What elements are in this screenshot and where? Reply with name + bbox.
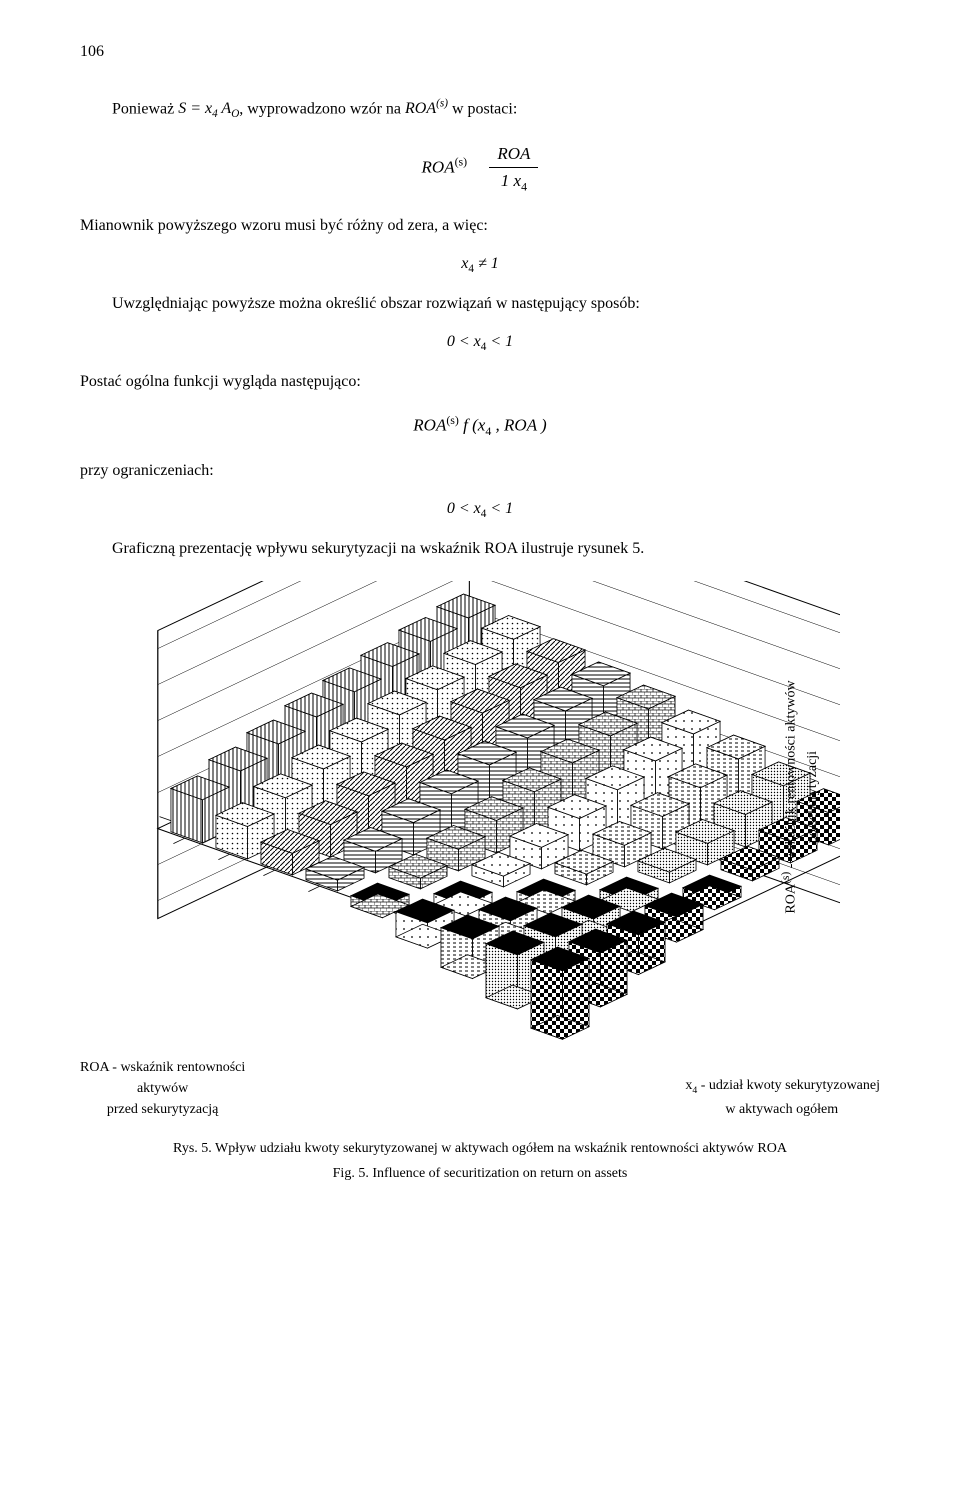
line2: w aktywach ogółem <box>685 1099 880 1120</box>
sup: (s) <box>455 155 468 169</box>
line: ROA - wskaźnik rentowności <box>80 1057 245 1078</box>
var-s: S = x <box>178 100 212 117</box>
axis-label-right: ROA(s) - wskaźnik rentowności aktywów po… <box>777 680 823 913</box>
condition-neq: x4 ≠ 1 <box>80 252 880 278</box>
b: < 1 <box>486 333 513 350</box>
var-a: A <box>218 100 231 117</box>
sup: (s) <box>779 871 792 883</box>
roa: ROA <box>405 100 436 117</box>
x: x <box>474 333 481 350</box>
sup: (s) <box>446 413 459 427</box>
text: Ponieważ <box>112 100 178 117</box>
den-a: 1 <box>501 171 514 190</box>
lbl3: po sekurytyzacji <box>801 680 822 913</box>
line: aktywów <box>80 1078 245 1099</box>
text: , wyprowadzono wzór na <box>239 100 405 117</box>
rest: - udział kwoty sekurytyzowanej <box>697 1078 880 1093</box>
formula-function: ROA(s) f (x4 , ROA ) <box>80 412 880 441</box>
lbl: ROA <box>783 884 798 914</box>
lhs: ROA <box>413 416 446 435</box>
rhs-a: f (x <box>459 416 485 435</box>
formula-roa-main: ROA(s) ROA 1 x4 <box>80 141 880 196</box>
paragraph-przy: przy ograniczeniach: <box>80 459 880 483</box>
figure-caption-pl: Rys. 5. Wpływ udziału kwoty sekurytyzowa… <box>80 1138 880 1159</box>
condition-range-2: 0 < x4 < 1 <box>80 497 880 523</box>
neq: ≠ 1 <box>474 255 499 272</box>
page-number: 106 <box>80 40 880 64</box>
b: < 1 <box>486 500 513 517</box>
a: 0 < <box>447 333 474 350</box>
paragraph-grafika: Graficzną prezentację wpływu sekurytyzac… <box>80 537 880 561</box>
lhs: ROA <box>422 158 455 177</box>
paragraph-obszar: Uwzględniając powyższe można określić ob… <box>80 292 880 316</box>
legend-right: x4 - udział kwoty sekurytyzowanej w akty… <box>685 1075 880 1119</box>
chart-3d-bar: ROA(s) - wskaźnik rentowności aktywów po… <box>80 581 880 1120</box>
sup: (s) <box>436 98 448 110</box>
numerator: ROA <box>489 141 538 168</box>
sub: 4 <box>521 179 527 193</box>
legend-left: ROA - wskaźnik rentowności aktywów przed… <box>80 1057 245 1120</box>
rhs-b: , ROA ) <box>491 416 546 435</box>
x: x <box>474 500 481 517</box>
paragraph-mianownik: Mianownik powyższego wzoru musi być różn… <box>80 214 880 238</box>
paragraph-postac: Postać ogólna funkcji wygląda następując… <box>80 370 880 394</box>
den-x: x <box>514 171 522 190</box>
condition-range-1: 0 < x4 < 1 <box>80 330 880 356</box>
line: przed sekurytyzacją <box>80 1099 245 1120</box>
denominator: 1 x4 <box>489 168 538 196</box>
lbl2: - wskaźnik rentowności aktywów <box>783 680 798 871</box>
text: w postaci: <box>448 100 517 117</box>
chart-bottom-legend: ROA - wskaźnik rentowności aktywów przed… <box>80 1057 880 1120</box>
chart-svg <box>80 581 840 1041</box>
fraction: ROA 1 x4 <box>489 141 538 196</box>
figure-caption-en: Fig. 5. Influence of securitization on r… <box>80 1163 880 1184</box>
paragraph-intro: Ponieważ S = x4 AO, wyprowadzono wzór na… <box>80 96 880 123</box>
a: 0 < <box>447 500 474 517</box>
